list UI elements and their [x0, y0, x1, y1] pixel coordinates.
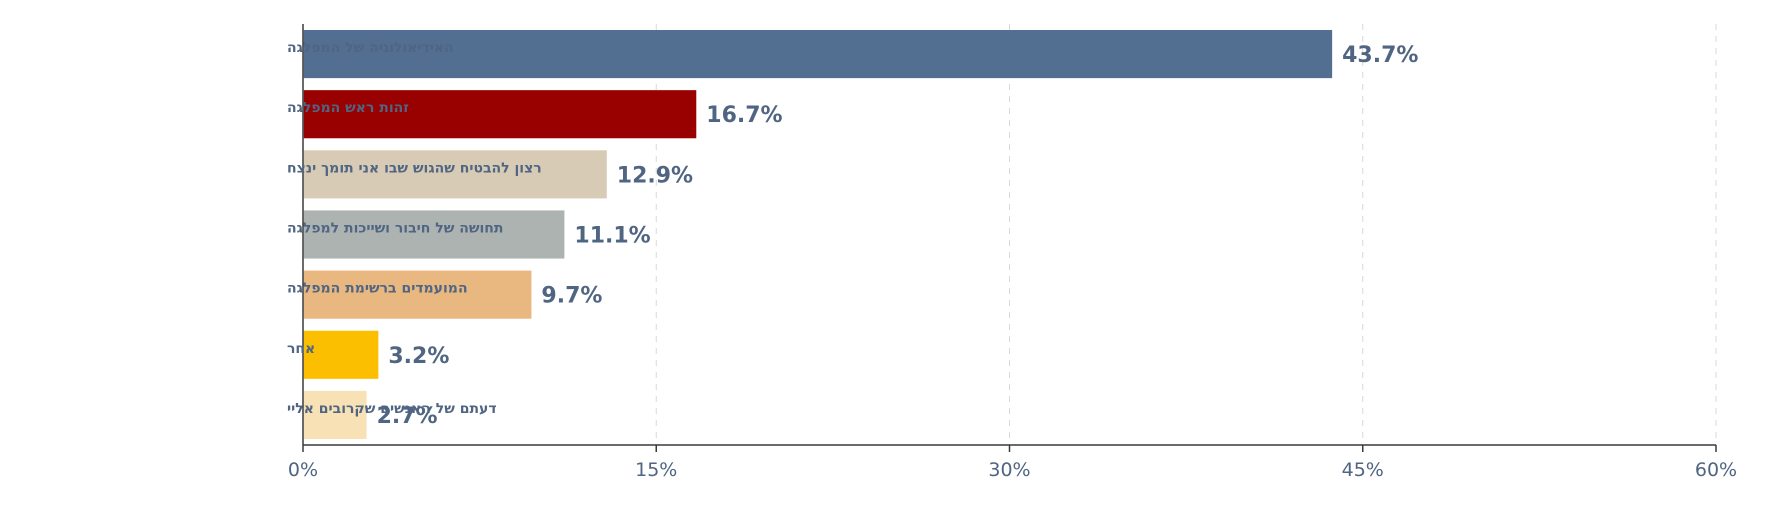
labels: 0% 15% 30% 45% 60% 43.7% האידיאולוגיה של המפלג… [287, 40, 1737, 481]
x-tick-label: 30% [988, 459, 1030, 481]
bar [303, 210, 565, 259]
value-label: 43.7% [1342, 43, 1418, 68]
value-label: 3.2% [388, 344, 449, 369]
x-tick-label: 0% [288, 459, 318, 481]
category-label: רצון להבטיח שהגוש שבו אני תומך ינצח [287, 160, 542, 176]
bar [303, 330, 379, 379]
bars [303, 30, 1333, 439]
x-tick-label: 45% [1342, 459, 1384, 481]
category-label: תחושה של חיבור ושייכות למפלגה [287, 221, 503, 237]
value-label: 9.7% [541, 284, 602, 309]
value-label: 12.9% [617, 163, 693, 188]
x-tick-label: 60% [1695, 459, 1737, 481]
axes [302, 24, 1716, 446]
category-label: זהות ראש המפלגה [287, 100, 409, 116]
category-label: דעתם של האנשים שקרובים אליי [287, 401, 497, 417]
category-label: המועמדים ברשימת המפלגה [287, 281, 468, 297]
category-label: האידיאולוגיה של המפלגה [287, 40, 454, 56]
value-label: 2.7% [377, 404, 438, 429]
value-label: 16.7% [706, 103, 782, 128]
bar [303, 30, 1333, 79]
bar [303, 90, 697, 139]
category-label: אחר [287, 341, 315, 357]
grid-lines [302, 24, 1717, 452]
bar [303, 150, 607, 199]
x-tick-label: 15% [635, 459, 677, 481]
value-label: 11.1% [574, 224, 650, 249]
bar [303, 270, 532, 319]
bar [303, 390, 367, 439]
